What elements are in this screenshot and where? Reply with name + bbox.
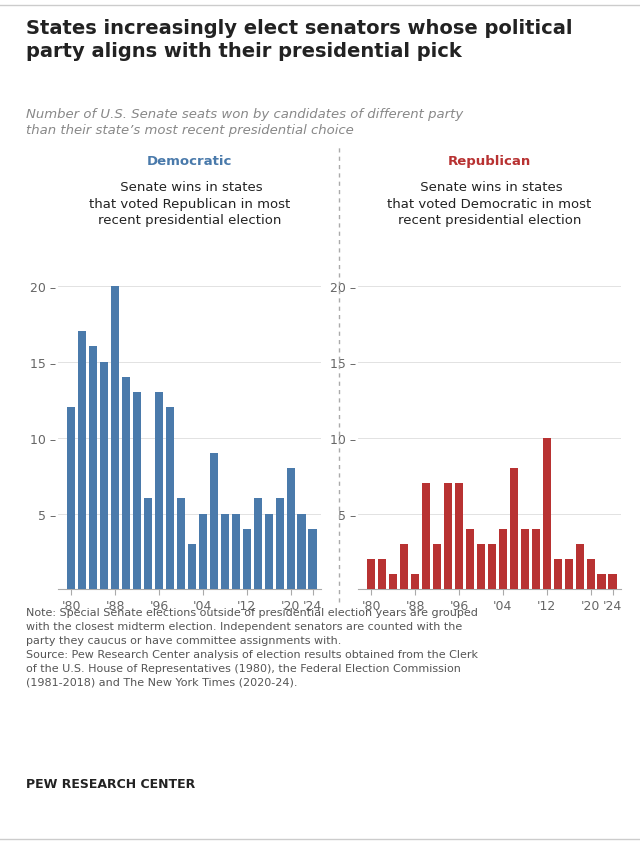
Bar — [199, 514, 207, 590]
Text: Note: Special Senate elections outside of presidential election years are groupe: Note: Special Senate elections outside o… — [26, 607, 477, 687]
Bar — [400, 544, 408, 590]
Bar — [422, 484, 430, 590]
Bar — [455, 484, 463, 590]
Bar — [308, 530, 317, 590]
Bar — [78, 331, 86, 590]
Text: PEW RESEARCH CENTER: PEW RESEARCH CENTER — [26, 777, 195, 790]
Bar — [155, 393, 163, 590]
Bar — [367, 560, 376, 590]
Text: Senate wins in states
that voted Republican in most
recent presidential election: Senate wins in states that voted Republi… — [88, 181, 290, 226]
Bar — [89, 347, 97, 590]
Bar — [488, 544, 496, 590]
Bar — [276, 499, 284, 590]
Text: Senate wins in states
that voted Democratic in most
recent presidential election: Senate wins in states that voted Democra… — [387, 181, 591, 226]
Bar — [232, 514, 240, 590]
Bar — [433, 544, 441, 590]
Bar — [554, 560, 562, 590]
Bar — [122, 377, 131, 590]
Text: Republican: Republican — [447, 155, 531, 168]
Bar — [221, 514, 229, 590]
Bar — [477, 544, 485, 590]
Bar — [177, 499, 185, 590]
Bar — [598, 574, 605, 590]
Bar — [543, 438, 551, 590]
Bar — [521, 530, 529, 590]
Text: States increasingly elect senators whose political
party aligns with their presi: States increasingly elect senators whose… — [26, 19, 572, 60]
Bar — [444, 484, 452, 590]
Bar — [144, 499, 152, 590]
Bar — [264, 514, 273, 590]
Bar — [466, 530, 474, 590]
Bar — [133, 393, 141, 590]
Bar — [378, 560, 387, 590]
Bar — [389, 574, 397, 590]
Bar — [298, 514, 306, 590]
Bar — [564, 560, 573, 590]
Bar — [100, 362, 108, 590]
Bar — [510, 468, 518, 590]
Bar — [210, 453, 218, 590]
Bar — [111, 287, 119, 590]
Bar — [499, 530, 507, 590]
Text: Number of U.S. Senate seats won by candidates of different party
than their stat: Number of U.S. Senate seats won by candi… — [26, 108, 463, 137]
Text: Democratic: Democratic — [147, 155, 232, 168]
Bar — [609, 574, 617, 590]
Bar — [586, 560, 595, 590]
Bar — [253, 499, 262, 590]
Bar — [287, 468, 295, 590]
Bar — [575, 544, 584, 590]
Bar — [166, 408, 174, 590]
Bar — [188, 544, 196, 590]
Bar — [243, 530, 251, 590]
Bar — [411, 574, 419, 590]
Bar — [532, 530, 540, 590]
Bar — [67, 408, 76, 590]
